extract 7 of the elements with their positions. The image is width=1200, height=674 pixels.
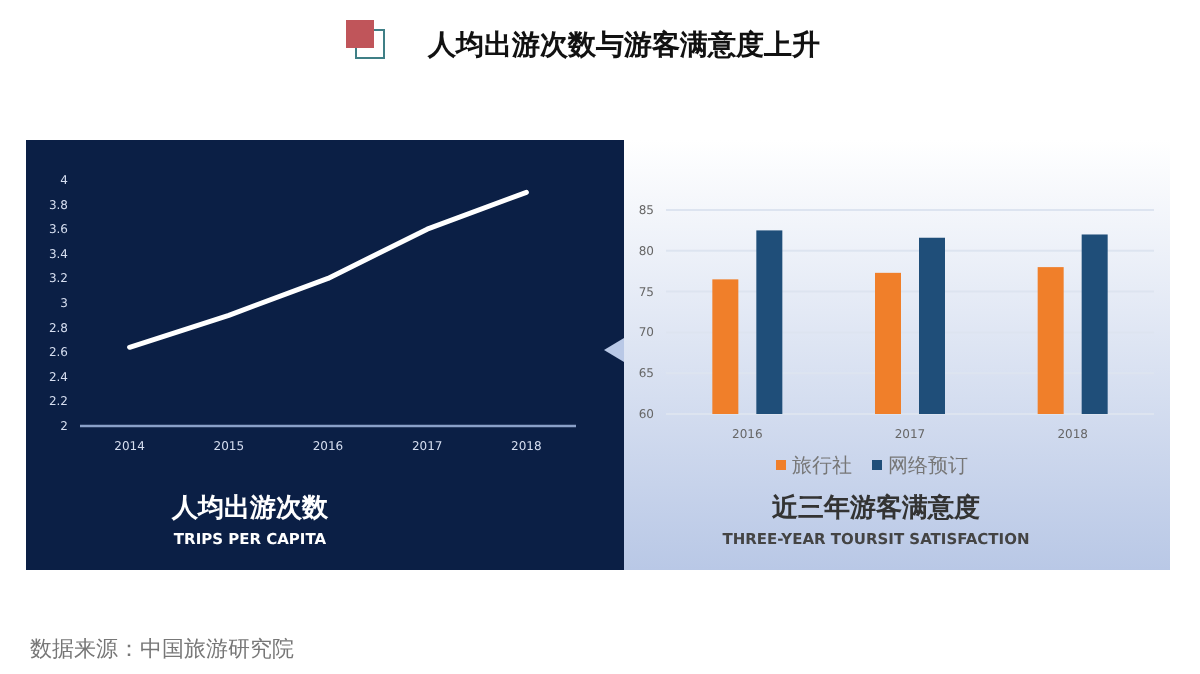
source-note: 数据来源：中国旅游研究院: [30, 636, 294, 662]
text: 人均出游次数: [170, 494, 330, 524]
text: 近三年游客满意度: [770, 492, 980, 524]
text: 人均出游次数与游客满意度上升: [426, 28, 820, 62]
line-series: [127, 189, 529, 350]
legend-label: 网络预订: [888, 454, 968, 478]
legend-label: 旅行社: [792, 454, 852, 478]
